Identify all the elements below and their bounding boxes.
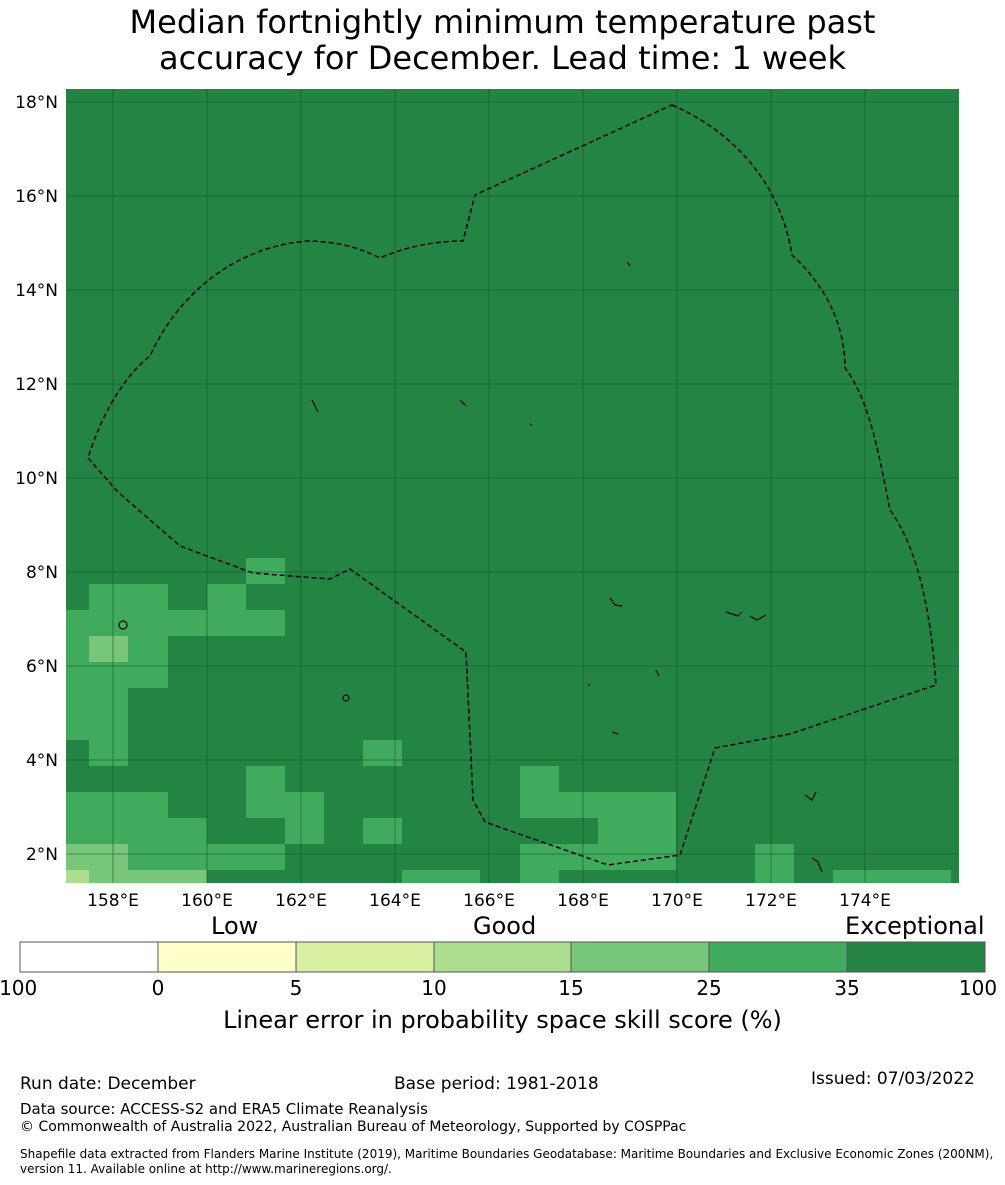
island [342, 694, 350, 702]
lat-tick-label: 18°N [15, 93, 58, 113]
island [749, 614, 767, 621]
island [118, 620, 128, 630]
cell [89, 740, 128, 766]
lon-axis: 158°E 160°E 162°E 164°E 166°E 168°E 170°… [87, 891, 891, 911]
cell [66, 818, 207, 844]
colorbar-segment [157, 941, 297, 973]
lon-tick-label: 162°E [275, 891, 327, 911]
island [626, 261, 631, 267]
cell [66, 870, 207, 883]
cell [520, 844, 676, 870]
gridlines [66, 89, 959, 883]
cell [89, 636, 128, 662]
copyright: © Commonwealth of Australia 2022, Austra… [20, 1119, 687, 1135]
cell [246, 766, 285, 792]
colorbar-segment [433, 941, 572, 973]
colorbar-segment [846, 941, 986, 973]
base-period: Base period: 1981-2018 [394, 1074, 599, 1094]
eez-boundary [87, 104, 937, 866]
cell [66, 688, 128, 740]
skill-cells [66, 558, 951, 883]
islands [118, 261, 823, 873]
cell [755, 844, 794, 870]
lon-tick-label: 160°E [181, 891, 233, 911]
lat-tick-label: 4°N [26, 751, 58, 771]
island [587, 683, 591, 687]
lon-tick-label: 158°E [87, 891, 139, 911]
colorbar [19, 941, 986, 973]
colorbar-tick: 5 [289, 976, 303, 1000]
colorbar-label: Linear error in probability space skill … [223, 1006, 782, 1034]
lat-tick-label: 12°N [15, 375, 58, 395]
cell [363, 818, 402, 844]
lon-tick-label: 172°E [745, 891, 797, 911]
colorbar-segment [570, 941, 710, 973]
colorbar-tick: 15 [558, 976, 584, 1000]
island [529, 423, 533, 426]
cell [402, 870, 480, 883]
lon-tick-label: 174°E [839, 891, 891, 911]
lat-tick-label: 10°N [15, 469, 58, 489]
run-date: Run date: December [20, 1074, 196, 1094]
title-line-1: Median fortnightly minimum temperature p… [129, 3, 876, 41]
island [655, 669, 660, 677]
cell [89, 584, 168, 610]
colorbar-segment [708, 941, 848, 973]
cell [520, 766, 559, 792]
cell [520, 792, 676, 818]
colorbar-tick: 35 [834, 976, 860, 1000]
island [311, 399, 319, 413]
title-line-2: accuracy for December. Lead time: 1 week [159, 39, 846, 77]
lat-tick-label: 16°N [15, 187, 58, 207]
lon-tick-label: 168°E [557, 891, 609, 911]
lat-tick-label: 2°N [26, 845, 58, 865]
issued-date: Issued: 07/03/2022 [811, 1069, 975, 1089]
cell [66, 844, 128, 870]
map-area [66, 89, 959, 883]
lat-tick-label: 8°N [26, 563, 58, 583]
lon-tick-label: 166°E [463, 891, 515, 911]
colorbar-tick: 10 [421, 976, 447, 1000]
colorbar-tick: 100 [958, 976, 998, 1000]
cell [755, 870, 794, 883]
category-exceptional: Exceptional [845, 912, 985, 940]
lat-tick-label: 14°N [15, 281, 58, 301]
cell [598, 818, 676, 844]
lon-tick-label: 170°E [651, 891, 703, 911]
colorbar-tick: 25 [696, 976, 722, 1000]
shapefile-credit: Shapefile data extracted from Flanders M… [20, 1147, 994, 1176]
cell [363, 740, 402, 766]
colorbar-segment [19, 941, 159, 973]
lat-axis: 18°N 16°N 14°N 12°N 10°N 8°N 6°N 4°N 2°N [15, 93, 58, 865]
cell [66, 610, 285, 636]
data-source: Data source: ACCESS-S2 and ERA5 Climate … [20, 1100, 428, 1118]
cell [285, 818, 324, 844]
island [811, 857, 823, 873]
cell [520, 870, 559, 883]
cell [207, 584, 246, 610]
island [725, 611, 743, 617]
colorbar-tick: -100 [0, 976, 38, 1000]
cell [833, 870, 951, 883]
island [459, 399, 467, 407]
cell [246, 558, 285, 584]
island [611, 731, 619, 735]
cell [66, 792, 168, 818]
category-low: Low [211, 912, 259, 940]
colorbar-segment [295, 941, 435, 973]
island [609, 597, 623, 607]
colorbar-tick: 0 [151, 976, 165, 1000]
lon-tick-label: 164°E [369, 891, 421, 911]
cell [246, 792, 324, 818]
cell [66, 870, 89, 883]
lat-tick-label: 6°N [26, 657, 58, 677]
island [804, 791, 817, 801]
category-good: Good [473, 912, 537, 940]
